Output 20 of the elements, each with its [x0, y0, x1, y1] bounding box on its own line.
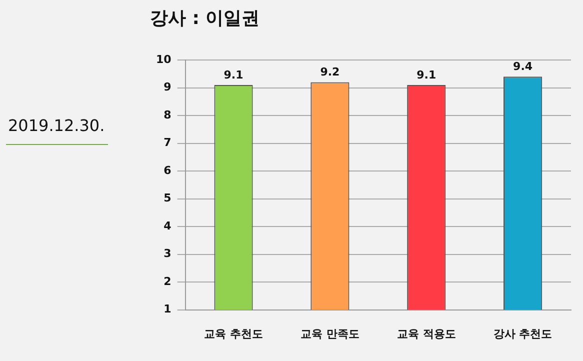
- data-label: 9.2: [320, 66, 340, 79]
- y-tick-label: 2: [164, 274, 172, 288]
- data-label: 9.1: [224, 68, 244, 82]
- y-tick-label: 8: [164, 108, 172, 122]
- text: 2019.12.30.: [8, 116, 105, 135]
- data-label: 9.4: [513, 60, 533, 74]
- y-tick-label: 7: [164, 136, 172, 150]
- data-label: 9.1: [416, 68, 436, 82]
- y-tick-label: 9: [164, 80, 172, 94]
- y-tick-label: 5: [164, 192, 172, 205]
- chart-title: 강사 : 이일권: [150, 7, 260, 30]
- x-tick-label: 교육 추천도: [204, 327, 263, 340]
- x-tick-label: 강사 추천도: [493, 327, 552, 340]
- y-tick-label: 4: [164, 219, 172, 232]
- y-tick-label: 1: [164, 302, 172, 316]
- y-tick-label: 6: [164, 164, 172, 177]
- y-tick-label: 3: [164, 247, 172, 260]
- y-tick-label: 10: [156, 52, 172, 66]
- x-tick-label: 교육 만족도: [300, 327, 360, 340]
- x-tick-label: 교육 적용도: [396, 327, 456, 340]
